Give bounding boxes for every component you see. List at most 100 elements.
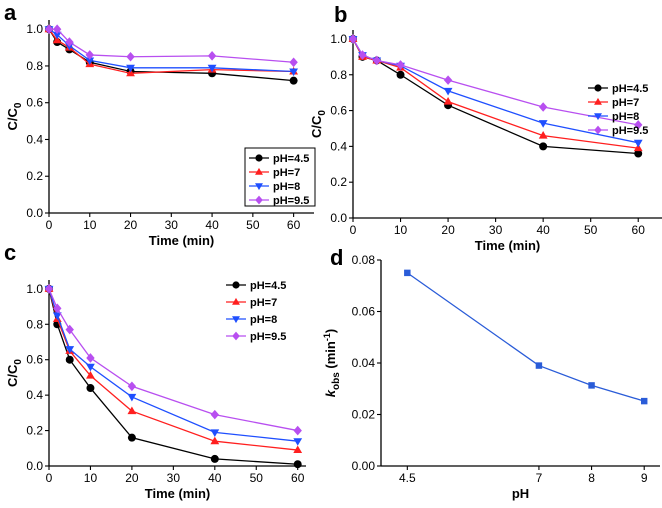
- y-tick-label: 0.4: [330, 139, 347, 153]
- data-point: [538, 120, 548, 128]
- series-pH=9.5: [348, 34, 643, 130]
- data-point: [289, 68, 299, 77]
- legend-label: pH=4.5: [612, 83, 648, 95]
- y-tick-label: 0.6: [26, 353, 43, 367]
- legend-marker: [232, 316, 240, 324]
- legend-label: pH=7: [273, 167, 300, 179]
- data-point: [127, 406, 137, 415]
- x-tick-label: 30: [489, 223, 503, 237]
- data-point: [65, 346, 75, 354]
- data-point: [404, 269, 411, 277]
- data-point: [65, 355, 74, 364]
- y-tick-label: 0.08: [352, 253, 376, 267]
- y-tick-label: 0.2: [330, 175, 347, 189]
- legend: pH=4.5 pH=7 pH=8 pH=9.5: [244, 147, 316, 207]
- data-point: [127, 393, 137, 402]
- series-pH=9.5: [44, 24, 298, 68]
- y-tick-label: 0.8: [26, 59, 43, 73]
- legend-label: pH=7: [612, 97, 639, 109]
- series-pH=4.5: [349, 34, 643, 158]
- x-tick-label: 40: [208, 471, 222, 485]
- x-tick-label: 8: [588, 471, 595, 485]
- data-point: [126, 68, 135, 77]
- data-point: [396, 70, 405, 79]
- data-point: [588, 382, 595, 389]
- data-point: [358, 50, 367, 60]
- series-line: [48, 28, 294, 73]
- data-point: [52, 31, 62, 40]
- data-point: [293, 438, 303, 446]
- data-point: [443, 75, 453, 85]
- legend-label: pH=4.5: [250, 280, 286, 292]
- series-line: [406, 272, 645, 402]
- legend-label: pH=8: [273, 181, 300, 193]
- series-line: [352, 38, 639, 144]
- data-point: [127, 381, 137, 392]
- x-tick-label: 4.5: [399, 471, 416, 485]
- panel-label-c: c: [4, 240, 16, 265]
- panel-label-a: a: [4, 0, 17, 25]
- panel-label-b: b: [334, 2, 347, 27]
- data-point: [65, 324, 74, 335]
- x-tick-label: 10: [394, 223, 408, 237]
- data-point: [348, 34, 358, 44]
- legend-marker: [594, 113, 602, 121]
- legend-marker: [594, 97, 602, 105]
- y-tick-label: 0.8: [330, 68, 347, 82]
- legend-label: pH=9.5: [273, 195, 309, 207]
- x-tick-label: 10: [84, 471, 98, 485]
- y-axis-label: C/C0: [5, 102, 24, 130]
- series-pH=7: [44, 284, 303, 454]
- y-tick-label: 1.0: [26, 22, 43, 36]
- y-axis-label: C/C0: [5, 359, 24, 387]
- x-axis-label: Time (min): [475, 238, 541, 253]
- x-axis-label: pH: [512, 486, 529, 501]
- data-point: [538, 102, 548, 112]
- data-point: [289, 57, 298, 68]
- x-tick-label: 50: [250, 471, 264, 485]
- x-tick-label: 40: [536, 223, 550, 237]
- legend-marker: [232, 331, 240, 341]
- x-tick-label: 20: [124, 218, 138, 232]
- legend-marker: [594, 84, 602, 92]
- chart-panel-a: a 0 10 20 30 40 50 60 0.0 0.2 0.4 0.6 0.8 1.0 Time (mi…: [4, 0, 316, 248]
- data-point: [538, 131, 548, 139]
- data-point: [633, 139, 643, 148]
- legend-marker: [232, 297, 240, 305]
- data-point: [210, 454, 219, 463]
- x-tick-label: 60: [287, 218, 301, 232]
- y-tick-label: 0.0: [26, 459, 43, 473]
- y-tick-label: 0.2: [26, 169, 43, 183]
- y-tick-label: 0.00: [352, 459, 376, 473]
- legend-marker: [255, 154, 263, 162]
- x-tick-label: 7: [536, 471, 543, 485]
- data-point: [210, 409, 220, 420]
- x-tick-label: 0: [46, 218, 53, 232]
- legend-label: pH=8: [612, 111, 639, 123]
- legend-label: pH=7: [250, 297, 277, 309]
- x-tick-label: 9: [641, 471, 648, 485]
- y-tick-label: 0.0: [330, 211, 347, 225]
- x-tick-label: 60: [632, 223, 646, 237]
- y-axis-label: kobs (min-1): [322, 329, 342, 397]
- data-point: [293, 460, 302, 469]
- legend: pH=4.5 pH=7 pH=8 pH=9.5: [588, 83, 648, 137]
- legend-marker: [255, 167, 263, 175]
- data-point: [372, 55, 381, 66]
- data-point: [65, 37, 74, 47]
- x-tick-label: 60: [291, 471, 305, 485]
- data-point: [86, 363, 95, 372]
- legend-label: pH=4.5: [273, 153, 309, 165]
- data-point: [634, 120, 643, 130]
- data-point: [396, 60, 405, 70]
- data-point: [293, 425, 302, 436]
- data-point: [634, 149, 643, 158]
- y-axis-label: C/C0: [309, 110, 328, 138]
- series-pH=8: [44, 285, 303, 446]
- x-tick-label: 50: [584, 223, 598, 237]
- legend-label: pH=8: [250, 314, 277, 326]
- data-point: [85, 57, 95, 66]
- legend-marker: [594, 125, 602, 135]
- data-point: [126, 51, 135, 62]
